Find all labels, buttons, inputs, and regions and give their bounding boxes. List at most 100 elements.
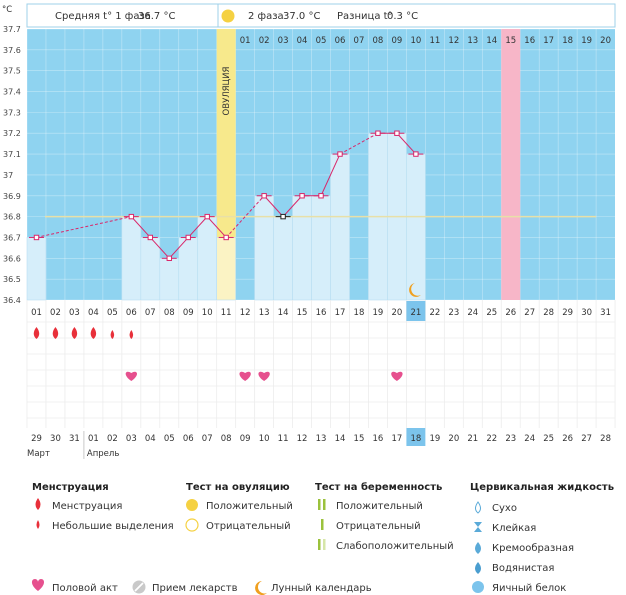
top-day-label: 19 bbox=[581, 36, 592, 46]
cycle-day-label: 31 bbox=[600, 308, 611, 318]
calendar-date-label: 29 bbox=[31, 434, 42, 444]
temperature-point bbox=[185, 234, 191, 241]
calendar-date-label: 02 bbox=[107, 434, 118, 444]
heart-icon bbox=[125, 371, 138, 381]
temperature-point bbox=[280, 213, 286, 220]
cycle-day-label: 19 bbox=[373, 308, 384, 318]
dry-icon bbox=[475, 501, 481, 514]
cycle-day-label: 07 bbox=[145, 308, 156, 318]
month-label-april: Апрель bbox=[87, 449, 119, 459]
calendar-date-label: 23 bbox=[505, 434, 516, 444]
header-bar: °C Средняя t° 1 фаза 36.7 °C 2 фаза 37.0… bbox=[2, 3, 616, 28]
small-drop-icon bbox=[110, 330, 115, 339]
temperature-segment bbox=[282, 195, 303, 217]
temperature-segment bbox=[149, 237, 170, 259]
temperature-segment bbox=[396, 132, 417, 155]
calendar-date-label: 03 bbox=[126, 434, 137, 444]
drop-icon bbox=[33, 327, 40, 339]
temperature-segment bbox=[206, 216, 227, 238]
heart-icon bbox=[239, 371, 251, 381]
y-tick-label: 37.3 bbox=[3, 108, 21, 117]
top-day-label: 18 bbox=[562, 36, 573, 46]
y-tick-label: 37.5 bbox=[3, 67, 21, 76]
phase1-value: 36.7 °C bbox=[138, 11, 175, 22]
cycle-day-label: 20 bbox=[392, 308, 403, 318]
month-label-march: Март bbox=[27, 449, 50, 459]
temperature-bar bbox=[406, 153, 426, 301]
y-tick-label: 36.6 bbox=[3, 254, 21, 263]
temperature-bars bbox=[26, 132, 426, 301]
top-day-label: 09 bbox=[392, 36, 403, 46]
temperature-point bbox=[299, 193, 305, 199]
temperature-segment bbox=[187, 216, 208, 238]
temperature-point bbox=[166, 255, 172, 262]
temperature-bar bbox=[330, 153, 350, 301]
sticky-icon bbox=[474, 522, 482, 532]
month-labels: Март Апрель bbox=[27, 449, 119, 459]
temperature-segment bbox=[130, 216, 151, 238]
legend-cervical-watery: Водянистая bbox=[492, 563, 554, 574]
symptom-grid bbox=[26, 300, 616, 446]
y-axis-ticks: 36.4 36.5 36.6 36.7 36.8 36.9 37 37.1 37.2 37.3 37… bbox=[3, 25, 21, 305]
cycle-day-label: 24 bbox=[467, 308, 478, 318]
cycle-day-label: 18 bbox=[354, 308, 365, 318]
calendar-date-label: 18 bbox=[410, 434, 421, 444]
top-day-label: 16 bbox=[524, 36, 535, 46]
top-day-label: 01 bbox=[240, 36, 251, 46]
cycle-day-label: 11 bbox=[221, 308, 232, 318]
legend-ovulation-title: Тест на овуляцию bbox=[186, 482, 290, 493]
calendar-date-label: 07 bbox=[202, 434, 213, 444]
temperature-point bbox=[318, 193, 324, 199]
calendar-date-label: 14 bbox=[335, 434, 346, 444]
cycle-day-label: 26 bbox=[505, 308, 516, 318]
calendar-date-label: 15 bbox=[354, 434, 365, 444]
legend-cervical-title: Цервикальная жидкость bbox=[470, 482, 614, 493]
top-day-label: 20 bbox=[600, 36, 611, 46]
temperature-segment bbox=[339, 132, 379, 155]
calendar-date-label: 06 bbox=[183, 434, 194, 444]
calendar-date-label: 28 bbox=[600, 434, 611, 444]
calendar-date-label: 26 bbox=[562, 434, 573, 444]
calendar-date-label: 13 bbox=[316, 434, 327, 444]
moon-legend-icon bbox=[255, 581, 267, 595]
calendar-date-label: 11 bbox=[278, 434, 289, 444]
legend-cervical-dry: Сухо bbox=[492, 503, 517, 514]
cycle-day-labels: 01 02 03 04 05 06 07 08 09 10 11 12 13 14 15 16 17 18 19 20… bbox=[31, 308, 611, 318]
diff-value: 0.3 °C bbox=[387, 11, 418, 22]
temperature-segment bbox=[36, 216, 132, 238]
legend-cervical-creamy: Кремообразная bbox=[492, 543, 574, 554]
cycle-day-label: 15 bbox=[297, 308, 308, 318]
calendar-date-label: 30 bbox=[50, 434, 61, 444]
top-day-label: 08 bbox=[373, 36, 384, 46]
legend-pregnancy-title: Тест на беременность bbox=[315, 481, 442, 493]
calendar-date-label: 20 bbox=[448, 434, 459, 444]
temperature-bar bbox=[216, 237, 236, 301]
calendar-date-label: 19 bbox=[429, 434, 440, 444]
intercourse-markers bbox=[125, 371, 403, 381]
calendar-date-label: 01 bbox=[88, 434, 99, 444]
temperature-bar bbox=[178, 237, 199, 301]
cycle-day-label: 14 bbox=[278, 308, 289, 318]
legend-pregnancy-positive: Положительный bbox=[336, 501, 423, 512]
cycle-day-label: 03 bbox=[69, 308, 80, 318]
top-day-label: 07 bbox=[354, 36, 365, 46]
top-day-label: 04 bbox=[297, 36, 308, 46]
temperature-bar bbox=[273, 216, 293, 301]
drop-icon bbox=[52, 327, 59, 339]
phase2-value: 37.0 °C bbox=[283, 11, 320, 22]
moon-icon bbox=[409, 283, 421, 297]
drop-icon bbox=[35, 498, 41, 510]
ovulation-sun-icon bbox=[221, 9, 235, 23]
cycle-day-label: 09 bbox=[183, 308, 194, 318]
eggwhite-icon bbox=[472, 581, 484, 593]
heart-icon bbox=[391, 371, 403, 381]
calendar-date-label: 09 bbox=[240, 434, 251, 444]
temperature-point bbox=[413, 151, 419, 157]
top-day-label: 10 bbox=[410, 36, 421, 46]
y-tick-label: 36.4 bbox=[3, 296, 21, 305]
temperature-segment bbox=[263, 195, 284, 217]
calendar-date-label: 08 bbox=[221, 434, 232, 444]
drop-icon bbox=[71, 327, 78, 339]
